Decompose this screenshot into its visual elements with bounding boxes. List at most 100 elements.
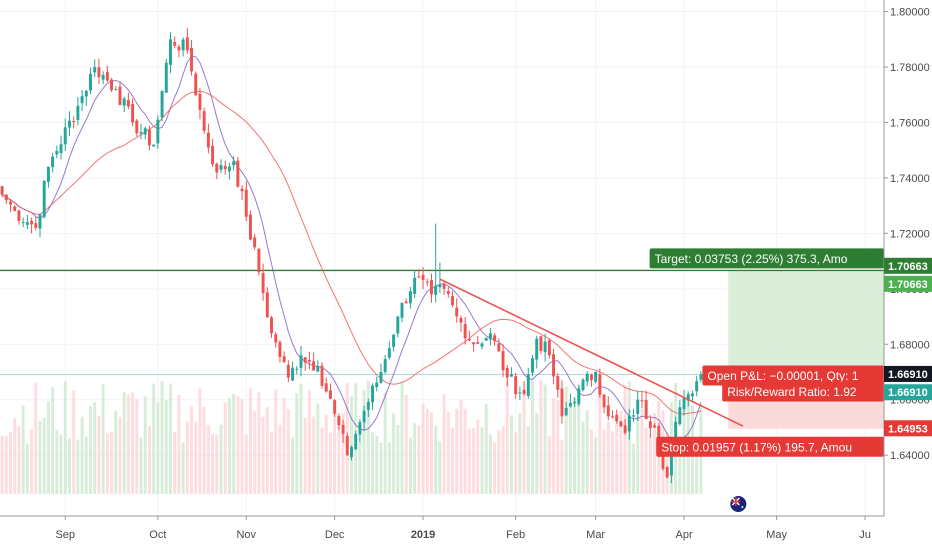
candle (328, 383, 332, 399)
candle-body (211, 145, 215, 165)
price-tag-box (884, 257, 932, 274)
candle-body (442, 284, 446, 289)
volume-bar (303, 417, 307, 494)
candle-body (522, 389, 526, 395)
candle (362, 405, 366, 431)
rr-label-box (722, 381, 884, 402)
volume-bar (467, 428, 471, 494)
candle-body (611, 416, 614, 418)
candle-body (606, 405, 610, 417)
candle (366, 398, 370, 418)
volume-bar (152, 383, 156, 494)
candle-body (387, 348, 391, 358)
candle (156, 115, 160, 149)
volume-bar (526, 426, 530, 494)
rr-label: Risk/Reward Ratio: 1.92 (722, 381, 884, 402)
volume-bar (164, 400, 168, 494)
candle-body (421, 274, 425, 281)
candle (333, 399, 337, 417)
candle (446, 286, 450, 298)
candle (552, 348, 556, 385)
candle (560, 380, 564, 424)
volume-bar (198, 387, 202, 494)
volume-bar (46, 401, 50, 494)
candle (619, 420, 623, 428)
candle (25, 214, 29, 230)
price-tag-box (884, 275, 932, 292)
candle (379, 363, 383, 384)
candle (282, 351, 286, 364)
candle-body (678, 407, 682, 425)
candle (350, 445, 353, 461)
candle (695, 375, 699, 397)
candle (72, 116, 76, 129)
candle-body (169, 39, 172, 65)
candle-body (535, 338, 539, 360)
volume-bar (38, 420, 42, 494)
candle-body (4, 194, 8, 201)
candle-body (160, 91, 164, 118)
volume-bar (206, 425, 210, 494)
price-tick-label: 1.72000 (890, 228, 930, 240)
volume-bar (316, 403, 320, 494)
candle (89, 67, 92, 95)
candle-body (101, 74, 105, 80)
candle-body (556, 376, 560, 390)
moving-average-line (1, 90, 702, 415)
candle (354, 430, 358, 451)
candle-body (400, 302, 404, 318)
candle (682, 389, 686, 416)
time-axis[interactable]: Sep Oct Nov Dec 2019 Feb Mar Apr May Ju (0, 515, 932, 550)
flag-icon[interactable] (730, 496, 747, 512)
candle (589, 373, 593, 387)
candle-body (333, 400, 337, 414)
candle-body (552, 354, 556, 377)
volume-bar (244, 435, 248, 494)
candle-body (358, 421, 362, 435)
time-tick-label: Sep (55, 529, 75, 541)
candle-body (0, 186, 4, 195)
volume-bar (177, 394, 181, 494)
volume-bar (320, 427, 324, 494)
candle (320, 362, 324, 389)
candle-body (114, 89, 118, 91)
volume-bar (110, 431, 114, 494)
volume-bar (451, 428, 454, 494)
volume-bar (514, 432, 518, 494)
time-tick-label: Feb (506, 529, 525, 541)
candle-body (30, 220, 34, 225)
volume-bar (678, 438, 682, 494)
volume-bar (602, 429, 606, 494)
candle (699, 371, 703, 383)
candle-body (531, 358, 534, 373)
volume-bar (425, 408, 429, 494)
candle-body (573, 401, 577, 404)
candle (606, 396, 610, 421)
volume-bar (379, 443, 383, 494)
price-tick-label: 1.78000 (890, 62, 930, 74)
volume-bar (463, 408, 467, 494)
volume-bar (594, 437, 598, 494)
candle-body (674, 421, 678, 450)
candle (84, 90, 88, 106)
candle (438, 262, 442, 293)
pnl-label-text: Open P&L: −0.00001, Qty: 1 (707, 369, 858, 383)
trendline[interactable] (439, 278, 744, 427)
candle-body (644, 400, 648, 420)
volume-bar (215, 434, 219, 494)
candle (135, 118, 139, 137)
candle-body (89, 73, 92, 91)
volume-bar (219, 424, 223, 494)
candle-body (632, 415, 636, 417)
candle (690, 390, 694, 401)
volume-bar (211, 433, 215, 494)
candle-body (493, 335, 497, 342)
candle-body (690, 393, 694, 397)
candle (240, 185, 244, 201)
candle (430, 273, 433, 303)
candle-body (181, 39, 185, 51)
candle (286, 360, 290, 382)
volume-bar (568, 399, 572, 494)
